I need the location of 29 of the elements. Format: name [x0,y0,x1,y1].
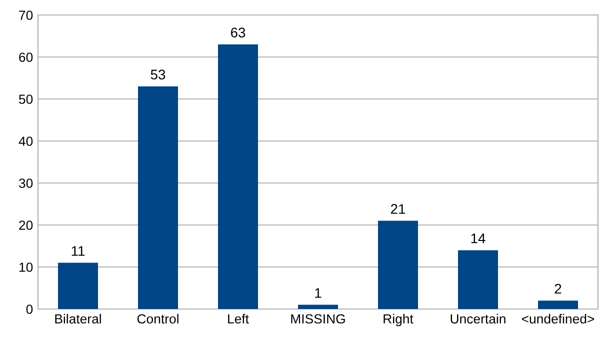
bar [58,262,98,309]
bar [538,300,578,309]
data-label: 14 [471,234,486,244]
y-tick-label: 50 [18,94,33,104]
bar [138,86,178,309]
data-label: 1 [315,288,322,298]
data-label: 21 [390,204,406,214]
x-tick-label: Right [384,314,414,326]
x-tick-label: <undefined> [522,314,594,324]
y-tick-label: 10 [19,262,33,272]
bar [298,304,338,309]
y-tick-label: 30 [18,178,33,188]
data-label: 11 [72,246,85,256]
bar [378,220,418,309]
bar [218,44,258,309]
y-tick-label: 60 [19,52,33,62]
y-tick-label: 0 [26,304,33,314]
bar [458,250,498,309]
data-label: 53 [150,70,166,80]
y-tick-label: 40 [18,136,33,146]
x-tick-label: MISSING [291,314,345,324]
x-tick-label: Bilateral [55,314,101,324]
x-tick-label: Control [137,314,178,324]
data-label: 2 [554,284,562,294]
y-tick-label: 70 [19,10,33,20]
data-label: 63 [230,28,246,38]
x-tick-label: Left [228,314,249,324]
x-tick-label: Uncertain [450,314,506,324]
y-tick-label: 20 [19,220,33,230]
